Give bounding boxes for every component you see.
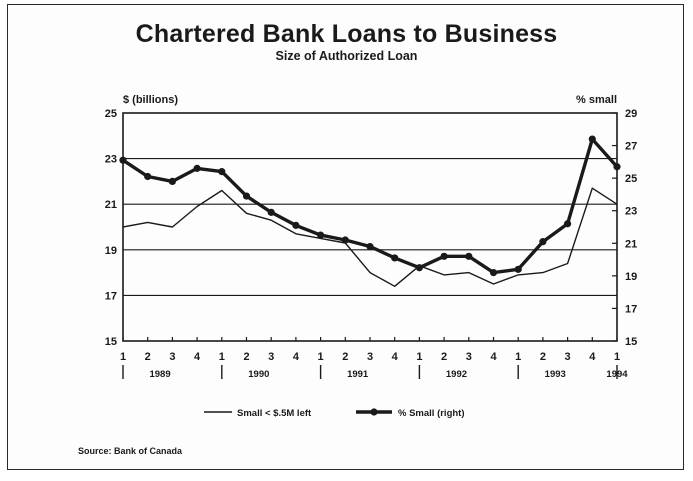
x-tick-year: 1993 xyxy=(545,369,566,380)
y-tick-left: 25 xyxy=(105,108,117,120)
data-point-pct-small xyxy=(564,220,572,228)
y-tick-right: 15 xyxy=(625,336,637,348)
y-tick-left: 19 xyxy=(105,245,117,257)
data-point-pct-small xyxy=(119,156,127,164)
y-tick-right: 19 xyxy=(625,271,637,283)
x-tick-quarter: 3 xyxy=(169,351,175,363)
data-point-pct-small xyxy=(341,236,349,244)
x-tick-year: 1990 xyxy=(248,369,269,380)
legend-label-small-loans: Small < $.5M left xyxy=(237,408,312,419)
x-tick-quarter: 4 xyxy=(392,351,399,363)
chart-title: Chartered Bank Loans to Business xyxy=(135,20,558,48)
data-point-pct-small xyxy=(539,238,547,246)
x-tick-quarter: 2 xyxy=(243,351,249,363)
y-tick-left: 17 xyxy=(105,290,117,302)
plot-border xyxy=(122,112,618,342)
y-tick-left: 23 xyxy=(105,154,117,166)
data-point-pct-small xyxy=(292,221,300,229)
source-note: Source: Bank of Canada xyxy=(78,446,183,456)
data-point-pct-small xyxy=(489,269,498,277)
data-point-pct-small xyxy=(168,177,176,185)
y-tick-right: 21 xyxy=(625,238,637,250)
x-tick-quarter: 2 xyxy=(342,351,348,363)
y-axis-left-label: $ (billions) xyxy=(123,94,178,106)
x-tick-quarter: 2 xyxy=(441,351,447,363)
data-point-pct-small xyxy=(391,254,399,262)
y-tick-left: 21 xyxy=(105,199,117,211)
data-point-pct-small xyxy=(440,252,448,260)
x-tick-quarter: 1 xyxy=(120,351,126,363)
data-point-pct-small xyxy=(317,231,325,239)
chart-subtitle: Size of Authorized Loan xyxy=(275,49,418,63)
y-axis-right-label: % small xyxy=(576,94,617,106)
x-tick-quarter: 4 xyxy=(194,351,201,363)
y-tick-right: 27 xyxy=(625,141,637,153)
data-point-pct-small xyxy=(588,135,596,143)
y-tick-right: 29 xyxy=(625,108,637,120)
x-tick-year: 1989 xyxy=(149,369,170,380)
series-line-small-loans xyxy=(122,187,618,287)
y-tick-left: 15 xyxy=(105,336,117,348)
x-tick-quarter: 2 xyxy=(145,351,151,363)
data-point-pct-small xyxy=(193,164,201,172)
y-tick-right: 23 xyxy=(625,206,637,218)
data-point-pct-small xyxy=(514,265,522,273)
x-tick-quarter: 1 xyxy=(515,351,521,363)
legend-marker-pct-small xyxy=(370,408,378,416)
x-tick-quarter: 3 xyxy=(565,351,571,363)
x-tick-quarter: 1 xyxy=(416,351,422,363)
x-tick-quarter: 4 xyxy=(589,351,596,363)
x-tick-year: 1994 xyxy=(606,369,628,380)
data-point-pct-small xyxy=(218,168,226,176)
x-tick-year: 1991 xyxy=(347,369,369,380)
x-tick-quarter: 1 xyxy=(614,351,620,363)
x-tick-quarter: 1 xyxy=(219,351,225,363)
x-tick-quarter: 2 xyxy=(540,351,546,363)
x-tick-quarter: 1 xyxy=(318,351,324,363)
data-point-pct-small xyxy=(415,264,423,272)
x-tick-quarter: 3 xyxy=(268,351,274,363)
data-point-pct-small xyxy=(144,172,152,181)
data-point-pct-small xyxy=(267,208,275,216)
x-tick-quarter: 4 xyxy=(293,351,300,363)
x-tick-quarter: 3 xyxy=(466,351,472,363)
data-point-pct-small xyxy=(242,192,251,200)
y-tick-right: 17 xyxy=(625,303,637,315)
data-point-pct-small xyxy=(613,163,621,171)
y-tick-right: 25 xyxy=(625,173,637,185)
x-tick-quarter: 4 xyxy=(490,351,497,363)
legend-label-pct-small: % Small (right) xyxy=(398,408,465,419)
data-point-pct-small xyxy=(465,252,473,260)
x-tick-year: 1992 xyxy=(446,369,467,380)
data-point-pct-small xyxy=(366,242,374,251)
x-tick-quarter: 3 xyxy=(367,351,373,363)
